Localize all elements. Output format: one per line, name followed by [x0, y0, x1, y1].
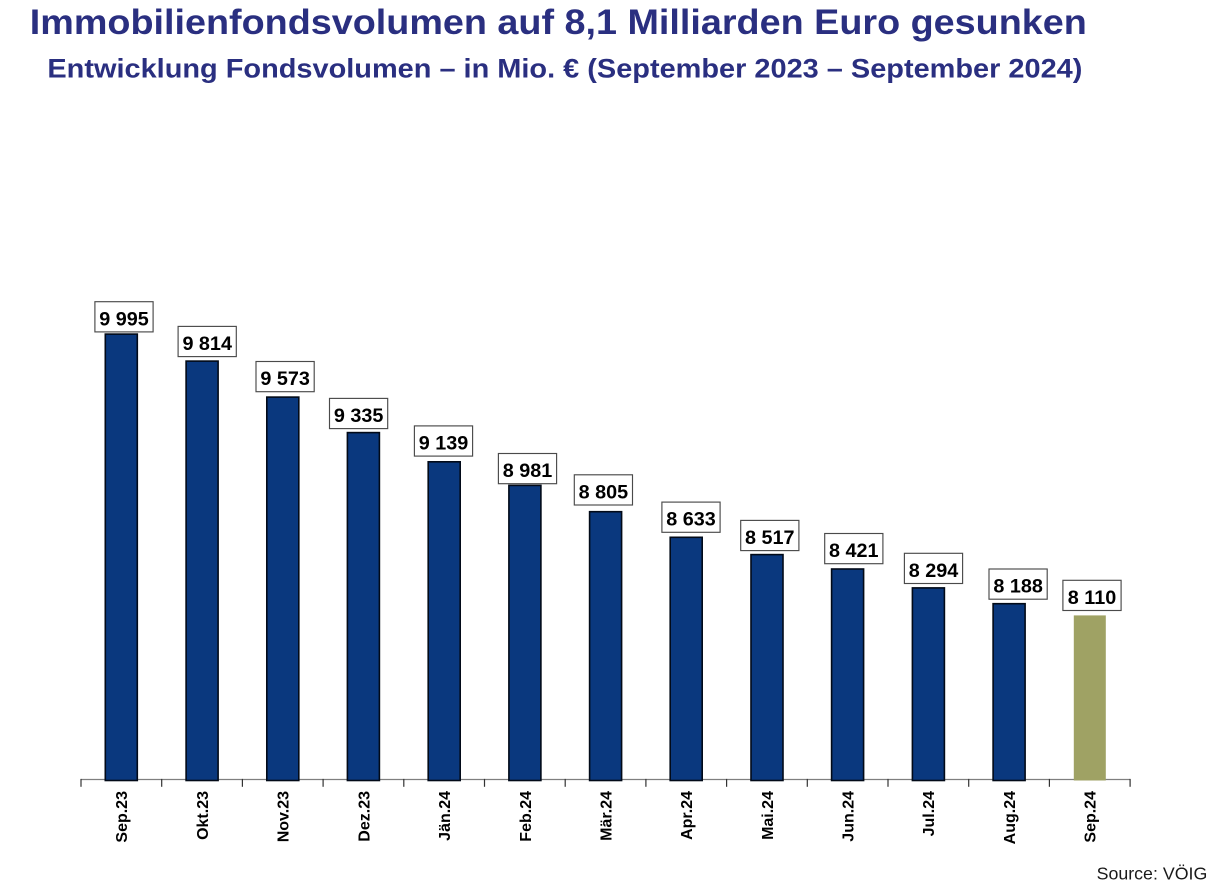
svg-text:Okt.23: Okt.23 [195, 791, 212, 840]
svg-text:Apr.24: Apr.24 [679, 791, 696, 840]
svg-text:Jun.24: Jun.24 [841, 791, 858, 842]
svg-text:Feb.24: Feb.24 [518, 791, 535, 842]
svg-text:Jul.24: Jul.24 [921, 791, 938, 836]
svg-text:9 814: 9 814 [182, 333, 232, 355]
svg-text:Jän.24: Jän.24 [437, 791, 454, 841]
svg-text:8 805: 8 805 [579, 481, 629, 503]
svg-text:9 139: 9 139 [419, 433, 469, 455]
svg-text:Sep.24: Sep.24 [1083, 791, 1100, 843]
svg-text:Sep.23: Sep.23 [114, 791, 131, 843]
svg-text:Mär.24: Mär.24 [599, 791, 616, 841]
svg-text:8 517: 8 517 [745, 527, 795, 549]
svg-text:Entwicklung Fondsvolumen – in: Entwicklung Fondsvolumen – in Mio. € (Se… [47, 53, 1082, 83]
svg-text:9 995: 9 995 [99, 308, 149, 330]
svg-text:8 421: 8 421 [829, 540, 879, 562]
svg-text:9 573: 9 573 [260, 368, 310, 390]
svg-text:8 633: 8 633 [666, 509, 716, 531]
svg-text:Nov.23: Nov.23 [276, 791, 293, 842]
svg-text:Dez.23: Dez.23 [356, 791, 373, 842]
svg-text:8 188: 8 188 [993, 576, 1043, 598]
svg-text:Mai.24: Mai.24 [760, 791, 777, 840]
svg-text:Aug.24: Aug.24 [1002, 791, 1019, 844]
svg-text:9 335: 9 335 [334, 405, 384, 427]
svg-text:8 294: 8 294 [909, 560, 959, 582]
svg-text:8 981: 8 981 [503, 460, 553, 482]
svg-text:8 110: 8 110 [1068, 587, 1116, 609]
svg-text:Source: VÖIG: Source: VÖIG [1097, 864, 1208, 884]
svg-text:Immobilienfondsvolumen auf 8,1: Immobilienfondsvolumen auf 8,1 Milliarde… [30, 2, 1087, 42]
